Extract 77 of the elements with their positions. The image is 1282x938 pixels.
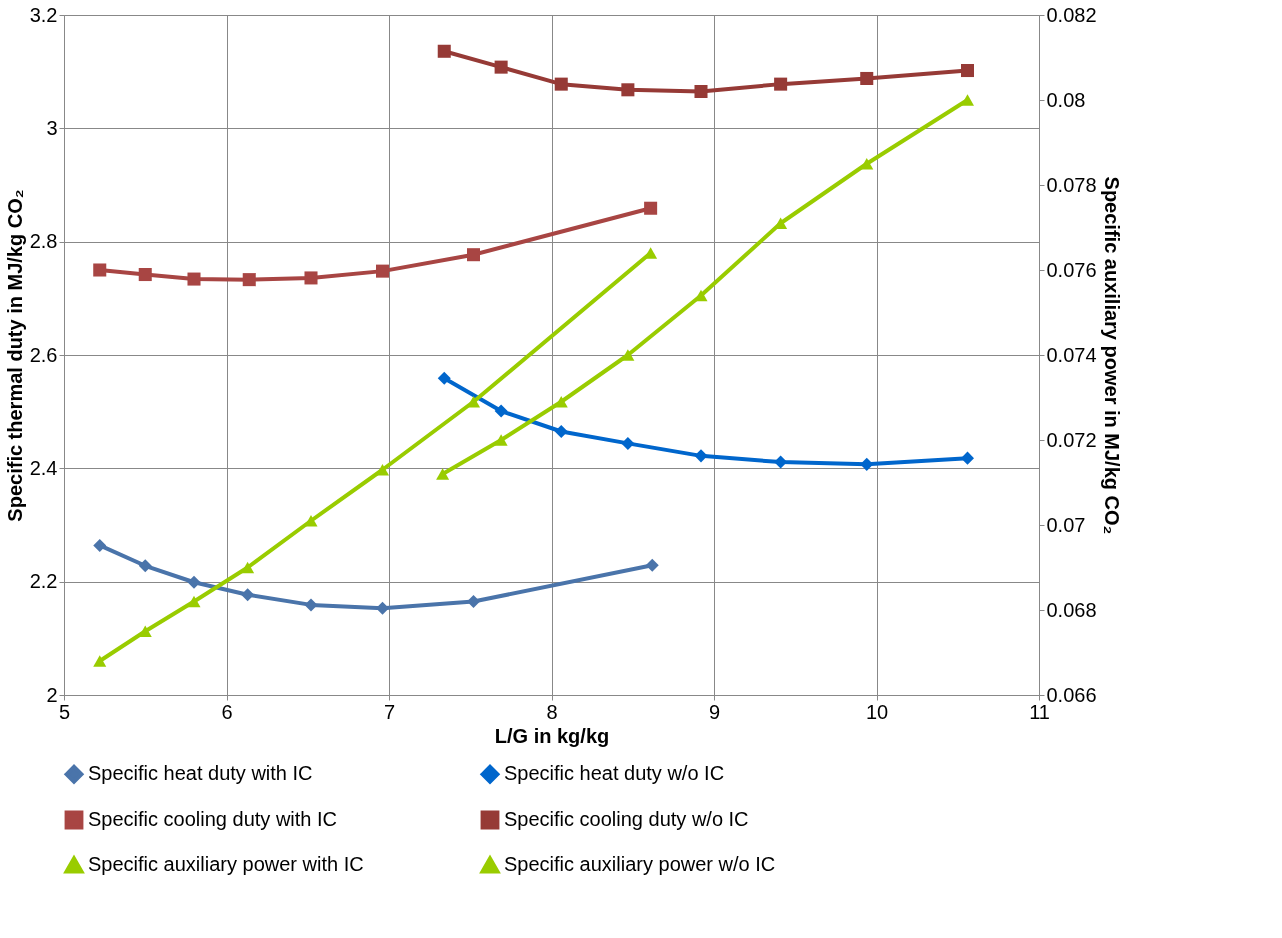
point: [554, 77, 568, 91]
point: [774, 77, 788, 91]
x-tick-label: 5: [58, 700, 71, 723]
point: [93, 655, 107, 667]
x-tick-label: 7: [383, 700, 396, 723]
y2-tick-label: 0.072: [1046, 428, 1097, 451]
point: [304, 515, 318, 527]
point: [860, 457, 874, 471]
legend-label: Specific heat duty w/o IC: [504, 762, 725, 785]
point: [960, 64, 975, 78]
y2-tick-label: 0.074: [1046, 343, 1097, 366]
y-tick-label: 2.6: [29, 343, 58, 366]
point: [138, 625, 152, 637]
legend-label: Specific heat duty with IC: [88, 762, 313, 785]
point: [437, 44, 451, 58]
point: [645, 558, 659, 572]
point: [644, 247, 658, 259]
y2-axis-title: Specific auxiliary power in MJ/kg CO₂: [1100, 176, 1123, 535]
legend-label: Specific auxiliary power with IC: [88, 853, 364, 875]
y-tick-label: 2.8: [29, 230, 58, 253]
x-tick-label: 9: [708, 700, 721, 723]
x-tick-label: 10: [865, 700, 889, 723]
point: [437, 371, 451, 385]
point: [494, 434, 508, 446]
point: [554, 424, 568, 439]
y-tick-label: 2.2: [29, 570, 58, 593]
point: [694, 289, 708, 302]
point: [466, 396, 481, 408]
point: [242, 273, 256, 287]
point: [960, 451, 975, 465]
point: [187, 595, 201, 608]
point: [138, 559, 152, 573]
point: [304, 271, 318, 285]
x-tick-label: 6: [221, 700, 233, 723]
legend-label: Specific auxiliary power w/o IC: [504, 853, 776, 875]
point: [774, 217, 788, 229]
point: [187, 575, 201, 589]
point: [466, 248, 481, 262]
y2-tick-label: 0.082: [1046, 3, 1097, 26]
point: [187, 272, 201, 286]
y-axis-title: Specific thermal duty in MJ/kg CO₂: [3, 189, 26, 522]
point: [494, 404, 508, 418]
point: [241, 588, 255, 602]
y-tick-label: 3.2: [29, 3, 58, 26]
legend-label: Specific cooling duty w/o IC: [504, 808, 749, 830]
point: [621, 436, 635, 450]
point: [774, 455, 788, 469]
point: [554, 396, 568, 408]
legend-label: Specific cooling duty with IC: [88, 808, 338, 830]
y2-tick-label: 0.076: [1046, 258, 1097, 281]
point: [466, 594, 481, 609]
point: [304, 598, 318, 612]
point: [375, 264, 390, 278]
point: [694, 84, 708, 99]
point: [621, 349, 635, 361]
point: [644, 201, 658, 215]
y2-tick-label: 0.08: [1046, 88, 1086, 111]
point: [860, 71, 874, 85]
point: [138, 268, 152, 282]
x-tick-label: 8: [546, 700, 558, 723]
point: [494, 60, 508, 74]
x-axis-title: L/G in kg/kg: [494, 724, 610, 747]
point: [93, 538, 107, 552]
y2-tick-label: 0.078: [1046, 173, 1097, 196]
point: [241, 561, 255, 574]
point: [860, 158, 874, 170]
point: [960, 94, 975, 106]
y-tick-label: 3: [46, 116, 58, 139]
point: [621, 83, 635, 97]
y2-tick-label: 0.07: [1046, 513, 1086, 536]
point: [436, 468, 450, 480]
y-tick-label: 2: [46, 683, 58, 706]
y2-tick-label: 0.068: [1046, 598, 1097, 621]
point: [93, 263, 107, 277]
point: [375, 464, 390, 476]
point: [694, 449, 708, 463]
y-tick-label: 2.4: [29, 456, 58, 479]
